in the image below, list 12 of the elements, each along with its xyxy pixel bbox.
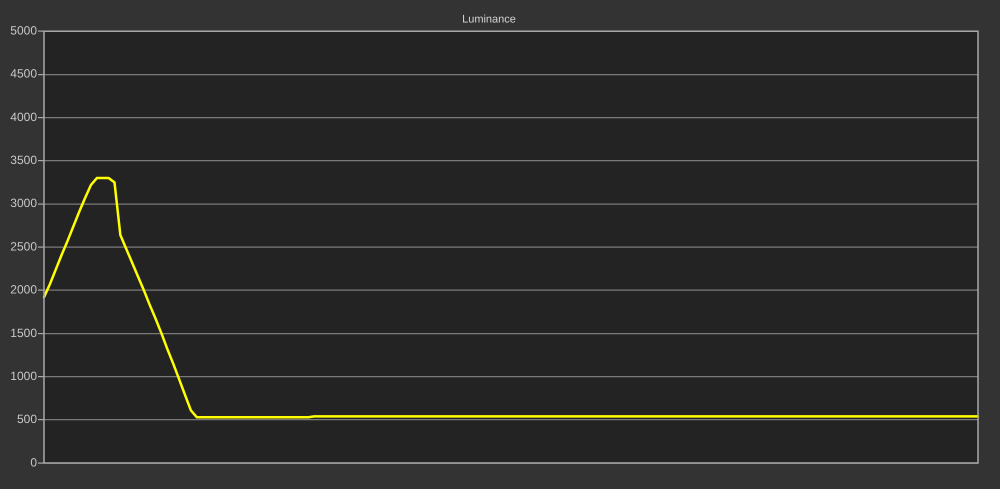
y-tick-label: 500 bbox=[16, 412, 38, 426]
y-tick-label: 3000 bbox=[10, 196, 38, 210]
y-tick-label: 2500 bbox=[10, 239, 38, 254]
y-tick-label: 4500 bbox=[10, 66, 38, 81]
y-tick-label: 5000 bbox=[10, 24, 38, 38]
chart-title: Luminance bbox=[462, 14, 516, 26]
y-tick-label: 2000 bbox=[10, 282, 38, 297]
y-tick-label: 4000 bbox=[10, 110, 38, 124]
y-tick-label: 3500 bbox=[10, 153, 38, 168]
y-tick-label: 1000 bbox=[10, 368, 38, 383]
y-tick-label: 1500 bbox=[10, 326, 38, 340]
y-tick-label: 0 bbox=[30, 455, 38, 470]
